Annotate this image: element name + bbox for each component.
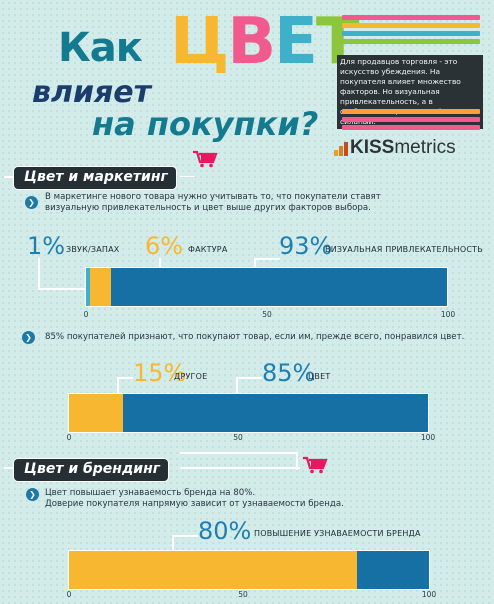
header-note: Для продавцов торговля - это искусство у… (337, 55, 483, 129)
axis-tick: 0 (66, 590, 72, 599)
value-label-sound: 1% (27, 232, 66, 260)
section-line (4, 176, 14, 178)
stripe (342, 15, 480, 20)
stripe (342, 125, 480, 130)
shopping-cart-icon (303, 456, 328, 474)
value-label-color: 85% (262, 359, 316, 387)
stripe (342, 23, 480, 28)
series-label-visual: ВИЗУАЛЬНАЯ ПРИВЛЕКАТЕЛЬНОСТЬ (325, 245, 483, 254)
stacked-bar-3 (68, 550, 430, 590)
title-accent-letter: Е (274, 5, 318, 79)
series-label-texture: ФАКТУРА (188, 245, 228, 254)
stripe (342, 39, 480, 44)
bar-segment-фактура (89, 268, 112, 306)
stripe (342, 31, 480, 36)
series-label-color: ЦВЕТ (308, 372, 331, 381)
bar-segment-визуальная-привлекательность (111, 268, 447, 306)
shopping-cart-icon (193, 150, 218, 168)
axis-tick: 100 (440, 310, 456, 319)
value-label-recognition: 80% (198, 517, 252, 545)
value-label-visual: 93% (279, 232, 333, 260)
title-accent-word: ЦВЕТ (170, 5, 360, 79)
series-label-recognition: ПОВЫШЕНИЕ УЗНАВАЕМОСТИ БРЕНДА (254, 529, 421, 538)
series-label-other: ДРУГОЕ (174, 372, 208, 381)
kissmetrics-logo: KISSmetrics (334, 137, 484, 159)
logo-text: KISSmetrics (350, 137, 456, 158)
info-bullet-icon: ❯ (25, 196, 38, 209)
info-bullet-icon: ❯ (22, 331, 35, 344)
logo-bars-icon (334, 142, 348, 156)
section-label-marketing: Цвет и маркетинг (14, 167, 176, 189)
axis-tick: 0 (66, 433, 72, 442)
value-label-texture: 6% (145, 232, 184, 260)
axis-tick: 50 (233, 433, 243, 442)
intro-text-3b: Доверие покупателя напрямую зависит от у… (45, 499, 344, 509)
axis-tick: 0 (83, 310, 89, 319)
intro-text-3a: Цвет повышает узнаваемость бренда на 80%… (45, 488, 256, 498)
section-label-branding: Цвет и брендинг (14, 459, 169, 481)
bar-segment-звук-запах (86, 268, 90, 306)
title-accent-letter: В (227, 5, 276, 79)
info-bullet-icon: ❯ (26, 488, 39, 501)
value-label-other: 15% (133, 359, 187, 387)
stripe (342, 109, 480, 114)
axis-tick: 100 (421, 590, 437, 599)
bar-segment-цвет (122, 394, 428, 432)
intro-text-1: В маркетинге нового товара нужно учитыва… (45, 192, 381, 213)
title-accent-letter: Ц (170, 5, 229, 79)
axis-tick: 50 (238, 590, 248, 599)
axis-tick: 50 (262, 310, 272, 319)
stacked-bar-1 (85, 267, 448, 307)
title-word-vliyaet: влияет (32, 75, 151, 110)
intro-text-2: 85% покупателей признают, что покупают т… (45, 332, 465, 342)
series-label-sound: ЗВУК/ЗАПАХ (66, 245, 120, 254)
title-word-kak: Как (58, 25, 143, 71)
bar-segment-другое (69, 394, 123, 432)
header-stripes-bottom (342, 109, 480, 133)
intro-text-3: Цвет повышает узнаваемость бренда на 80%… (45, 488, 445, 510)
title-word-na-pokupki: на покупки? (92, 105, 319, 143)
bar-segment-повышение-узнаваемости-бренда (69, 551, 357, 589)
bar-segment-rest (357, 551, 429, 589)
stacked-bar-2 (68, 393, 429, 433)
axis-tick: 100 (420, 433, 436, 442)
stripe (342, 117, 480, 122)
header-stripes-top (342, 15, 480, 47)
